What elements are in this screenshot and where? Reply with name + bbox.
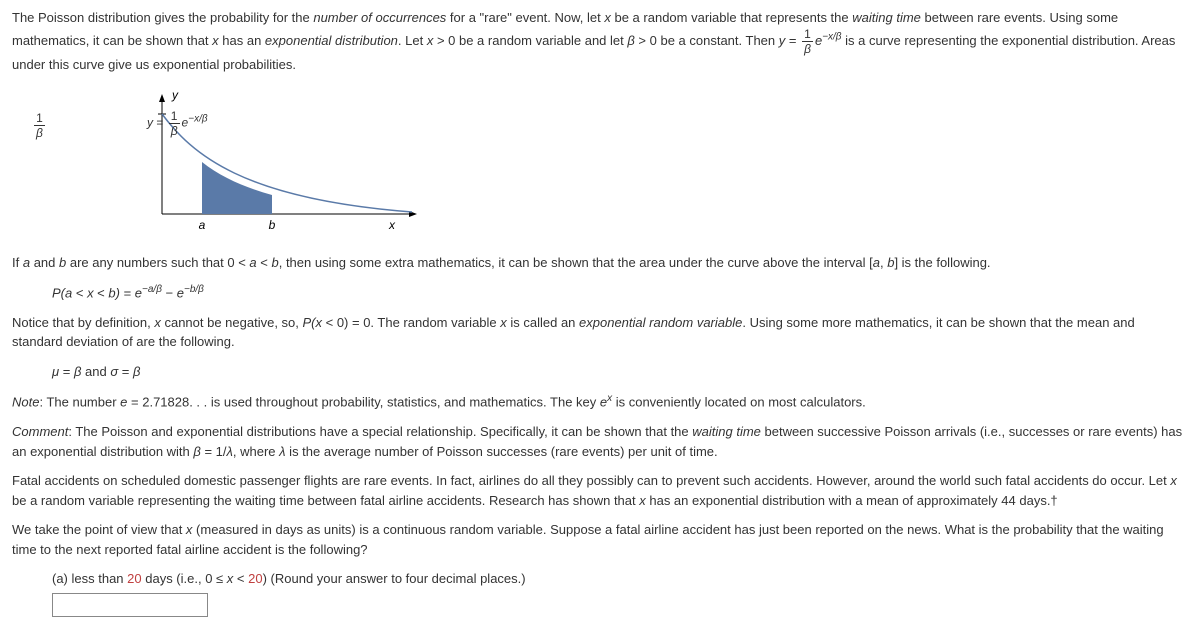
text: (a) less than (52, 571, 127, 586)
value-20: 20 (127, 571, 141, 586)
note-label: Note (12, 395, 39, 410)
chart-svg: a b x y (112, 84, 432, 239)
text: Fatal accidents on scheduled domestic pa… (12, 473, 1170, 488)
text-italic: waiting time (692, 424, 761, 439)
text: = 2.71828. . . is used throughout probab… (127, 395, 599, 410)
var-beta: β (627, 32, 634, 47)
curve-formula: y = 1βe−x/β (147, 110, 208, 137)
text: : The number (39, 395, 120, 410)
denominator: β (802, 42, 813, 55)
text: be a random variable that represents the (611, 10, 852, 25)
var-a: a (249, 255, 256, 270)
text: = (785, 32, 800, 47)
numerator: 1 (169, 110, 180, 124)
question-paragraph: We take the point of view that x (measur… (12, 520, 1188, 559)
text: < (257, 255, 272, 270)
numerator: 1 (802, 28, 813, 42)
comment-label: Comment (12, 424, 68, 439)
text: and (81, 364, 110, 379)
text: is the average number of Poisson success… (286, 444, 718, 459)
eq: e (135, 285, 142, 300)
shaded-area (202, 162, 272, 214)
eq: = (118, 364, 133, 379)
text: is called an (507, 315, 579, 330)
text: days (i.e., 0 ≤ (142, 571, 227, 586)
eq: < (72, 285, 87, 300)
var-b: b (271, 255, 278, 270)
text: cannot be negative, so, (161, 315, 303, 330)
var-a: a (873, 255, 880, 270)
text: has an (219, 32, 265, 47)
scenario-paragraph: Fatal accidents on scheduled domestic pa… (12, 471, 1188, 510)
text: We take the point of view that (12, 522, 186, 537)
text: , then using some extra mathematics, it … (279, 255, 873, 270)
text: The Poisson distribution gives the proba… (12, 10, 313, 25)
text: = 1/ (201, 444, 227, 459)
comment-paragraph: Comment: The Poisson and exponential dis… (12, 422, 1188, 461)
var-a: a (23, 255, 30, 270)
var-x: x (1170, 473, 1177, 488)
denominator: β (169, 124, 180, 137)
text-italic: number of occurrences (313, 10, 446, 25)
text: If (12, 255, 23, 270)
text: ) (Round your answer to four decimal pla… (263, 571, 526, 586)
exponent: −a/β (142, 284, 162, 295)
note-paragraph: Note: The number e = 2.71828. . . is use… (12, 391, 1188, 412)
eq: = (120, 285, 135, 300)
mean-sd-equation: μ = β and σ = β (52, 362, 1188, 382)
question-a: (a) less than 20 days (i.e., 0 ≤ x < 20)… (52, 569, 1188, 589)
exponent: −x/β (188, 113, 207, 124)
eq: − (162, 285, 177, 300)
text: and (30, 255, 59, 270)
numerator: 1 (34, 112, 45, 126)
text: , where (233, 444, 279, 459)
text: ] is the following. (894, 255, 990, 270)
x-axis-label: x (388, 218, 396, 232)
text-italic: waiting time (852, 10, 921, 25)
y-axis-label: y (171, 88, 179, 102)
text: be a random variable representing the wa… (12, 493, 639, 508)
eq: = (59, 364, 74, 379)
text: : The Poisson and exponential distributi… (68, 424, 692, 439)
definition-paragraph: Notice that by definition, x cannot be n… (12, 313, 1188, 352)
var-beta: β (133, 364, 140, 379)
exponent: −x/β (822, 31, 841, 42)
fraction: 1β (802, 28, 813, 55)
value-20: 20 (248, 571, 262, 586)
text-italic: exponential distribution (265, 32, 398, 47)
eq: < (94, 285, 109, 300)
answer-input-a[interactable] (52, 593, 208, 617)
intro-paragraph: The Poisson distribution gives the proba… (12, 8, 1188, 74)
var-sigma: σ (110, 364, 118, 379)
text: < (233, 571, 248, 586)
text: . Let (398, 32, 427, 47)
exponential-curve-chart: a b x y 1β y = 1βe−x/β (112, 84, 1188, 245)
text: is conveniently located on most calculat… (612, 395, 866, 410)
a-label: a (199, 218, 206, 232)
exponent: −b/β (184, 284, 204, 295)
probability-equation: P(a < x < b) = e−a/β − e−b/β (52, 282, 1188, 303)
text: for a "rare" event. Now, let (446, 10, 604, 25)
text: < 0) = 0. The random variable (322, 315, 500, 330)
text: Notice that by definition, (12, 315, 154, 330)
text: > 0 be a constant. Then (635, 32, 779, 47)
text: has an exponential distribution with a m… (646, 493, 1058, 508)
eq: P(x (303, 315, 323, 330)
b-label: b (269, 218, 276, 232)
text: > 0 be a random variable and let (433, 32, 627, 47)
interval-paragraph: If a and b are any numbers such that 0 <… (12, 253, 1188, 273)
var-beta: β (193, 444, 200, 459)
denominator: β (34, 126, 45, 139)
eq: e (177, 285, 184, 300)
text-italic: exponential random variable (579, 315, 742, 330)
eq: b) (108, 285, 120, 300)
y-axis-arrow (159, 94, 165, 102)
y-tick-label: 1β (32, 112, 47, 139)
text: are any numbers such that 0 < (66, 255, 249, 270)
eq: P(a (52, 285, 72, 300)
